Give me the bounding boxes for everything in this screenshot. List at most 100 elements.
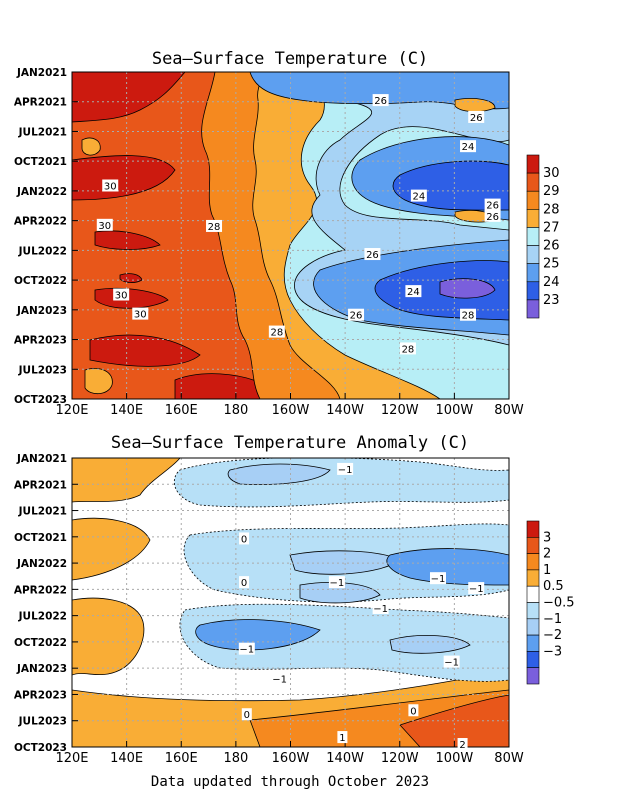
bottom-ytick-label: JAN2022	[16, 558, 67, 570]
bottom-ytick-label: JUL2022	[18, 611, 67, 623]
bottom-ytick-label: OCT2023	[14, 742, 67, 754]
bottom-colorbar-swatch	[526, 585, 540, 603]
bottom-colorbar-label: 3	[543, 530, 551, 545]
top-colorbar-swatch	[526, 263, 540, 283]
bottom-colorbar-swatch	[526, 553, 540, 571]
top-ytick-label: OCT2023	[14, 394, 67, 406]
top-contour-label-bg	[96, 218, 113, 231]
bottom-colorbar-swatch	[526, 602, 540, 620]
top-ytick-label: JUL2023	[18, 364, 67, 376]
top-contour-label-bg	[468, 110, 485, 123]
bottom-contour-label-bg	[372, 601, 389, 614]
bottom-ytick-label: APR2023	[14, 689, 67, 701]
bottom-ytick-label: JAN2021	[16, 453, 67, 465]
top-ytick-label: JAN2021	[16, 67, 67, 79]
top-contour-label-bg	[405, 285, 422, 298]
top-contour-label-bg	[364, 248, 381, 261]
bottom-contour-label: −1	[373, 604, 388, 615]
top-contour-label: 30	[98, 221, 111, 232]
top-contour-label: 30	[115, 290, 128, 301]
top-colorbar-swatch	[526, 299, 540, 319]
top-contour-label: 26	[486, 201, 499, 212]
bottom-gridlines	[72, 458, 509, 747]
top-colorbar-label: 25	[543, 257, 560, 272]
bottom-contour-label: 0	[410, 706, 416, 717]
top-contour-label: 26	[486, 212, 499, 223]
top-contour-label: 28	[270, 328, 283, 339]
bottom-contour-label: −1	[431, 574, 446, 585]
bottom-contour-label-bg	[443, 655, 460, 668]
bottom-colorbar-label: −0.5	[543, 596, 575, 611]
bottom-contour-label: −1	[330, 578, 345, 589]
top-ytick-label: JUL2021	[18, 126, 67, 138]
bottom-ytick-label: JAN2023	[16, 663, 67, 675]
footer-note: Data updated through October 2023	[151, 774, 429, 790]
top-contour-label: 26	[470, 113, 483, 124]
top-colorbar-label: 27	[543, 220, 560, 235]
bottom-contour-label: −1	[272, 674, 287, 685]
top-xtick-label: 140W	[326, 403, 364, 418]
bottom-contour-label-bg	[429, 572, 446, 585]
top-contour-label-bg	[460, 140, 477, 153]
top-ytick-label: APR2022	[14, 216, 67, 228]
top-ytick-label: JAN2022	[16, 186, 67, 198]
top-colorbar-label: 28	[543, 202, 560, 217]
bottom-xtick-label: 120E	[55, 751, 88, 766]
bottom-contour-label-bg	[239, 532, 250, 545]
bottom-colorbar-swatch	[526, 520, 540, 538]
top-contour-label: 28	[208, 222, 221, 233]
top-colorbar-swatch	[526, 209, 540, 228]
top-colorbar-label: 29	[543, 184, 560, 199]
bottom-ytick-label: APR2022	[14, 584, 67, 596]
top-ytick-label: OCT2021	[14, 156, 67, 168]
bottom-contour-label-bg	[468, 582, 485, 595]
top-colorbar-label: 24	[543, 275, 560, 290]
top-ytick-label: OCT2022	[14, 275, 67, 287]
top-xtick-label: 80W	[494, 403, 524, 418]
bottom-xtick-label: 160W	[272, 751, 310, 766]
bottom-xtick-label: 80W	[494, 751, 524, 766]
bottom-colorbar-label: −1	[543, 612, 562, 627]
bottom-colorbar-swatch	[526, 634, 540, 652]
bottom-contour-label: −1	[469, 584, 484, 595]
bottom-contour-label: 0	[241, 534, 247, 545]
top-colorbar-swatch	[526, 245, 540, 264]
top-contour-label-bg	[410, 189, 427, 202]
bottom-colorbar-label: −2	[543, 628, 562, 643]
bottom-ytick-label: OCT2021	[14, 532, 67, 544]
top-contour-label-bg	[399, 342, 416, 355]
bottom-xtick-label: 180	[223, 751, 248, 766]
top-colorbar-swatch	[526, 190, 540, 210]
top-colorbar-swatch	[526, 172, 540, 192]
bottom-contour-label: 0	[244, 710, 250, 721]
top-contour-label-bg	[372, 94, 389, 107]
top-colorbar: 30 29 28 27 26 25 24 23	[526, 154, 560, 319]
top-ytick-label: APR2023	[14, 335, 67, 347]
bottom-xtick-label: 100W	[436, 751, 474, 766]
bottom-xtick-label: 160E	[165, 751, 198, 766]
bottom-colorbar-label: 1	[543, 563, 551, 578]
top-axis-ticks: 120E 140E 160E 180 160W 140W 120W 100W 80W JAN202…	[14, 67, 524, 418]
top-contour-label: 26	[366, 250, 379, 261]
bottom-contour-label-bg	[337, 731, 348, 744]
top-contour-label: 30	[104, 181, 117, 192]
top-ytick-label: JAN2023	[16, 305, 67, 317]
bottom-colorbar-label: 2	[543, 547, 551, 562]
bottom-colorbar-label: 0.5	[543, 579, 564, 594]
top-contour-label: 24	[407, 287, 420, 298]
top-contour-label-bg	[348, 308, 365, 321]
top-ytick-label: JUL2022	[18, 245, 67, 257]
top-contour-label: 30	[134, 310, 147, 321]
bottom-axis-ticks: 120E 140E 160E 180 160W 140W 120W 100W 80W JAN202…	[14, 453, 524, 766]
top-xtick-label: 140E	[110, 403, 143, 418]
top-colorbar-label: 30	[543, 166, 560, 181]
top-colorbar-label: 23	[543, 293, 560, 308]
top-colorbar-swatch	[526, 281, 540, 301]
top-chart-title: Sea–Surface Temperature (C)	[152, 49, 428, 69]
top-contour-label-bg	[132, 307, 149, 320]
bottom-contour-label-bg	[271, 672, 288, 685]
top-contour-label: 28	[402, 344, 415, 355]
bottom-contour-label-bg	[239, 576, 250, 589]
bottom-ytick-label: JUL2021	[18, 506, 67, 518]
